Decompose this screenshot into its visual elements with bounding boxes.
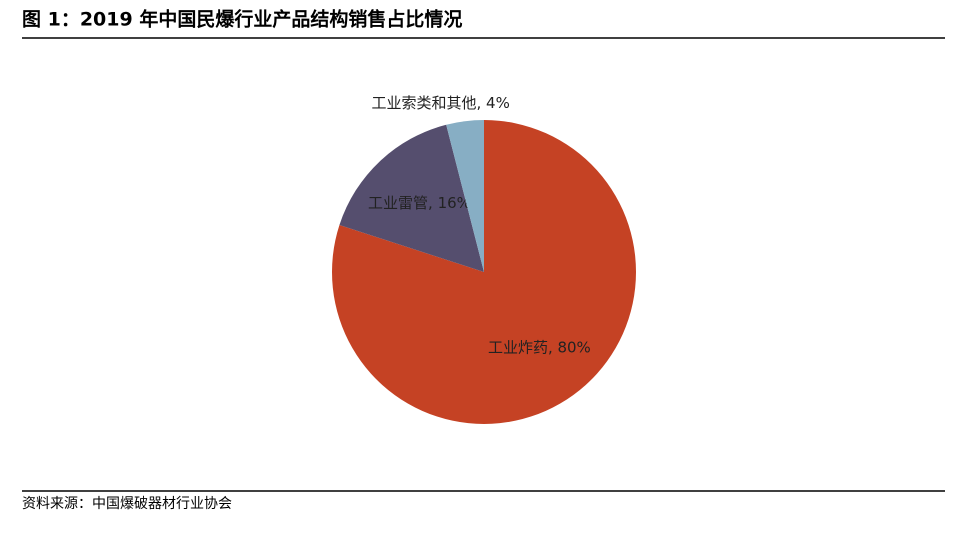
- chart-title: 图 1：2019 年中国民爆行业产品结构销售占比情况: [22, 8, 462, 31]
- source: 资料来源：中国爆破器材行业协会: [22, 496, 232, 512]
- data-label: 工业炸药, 80%: [488, 339, 591, 357]
- pie-slice: [446, 120, 484, 272]
- pie-slice: [332, 120, 636, 424]
- data-label: 工业索类和其他, 4%: [372, 94, 510, 112]
- pie-slice: [339, 124, 484, 272]
- data-label: 工业雷管, 16%: [368, 194, 471, 212]
